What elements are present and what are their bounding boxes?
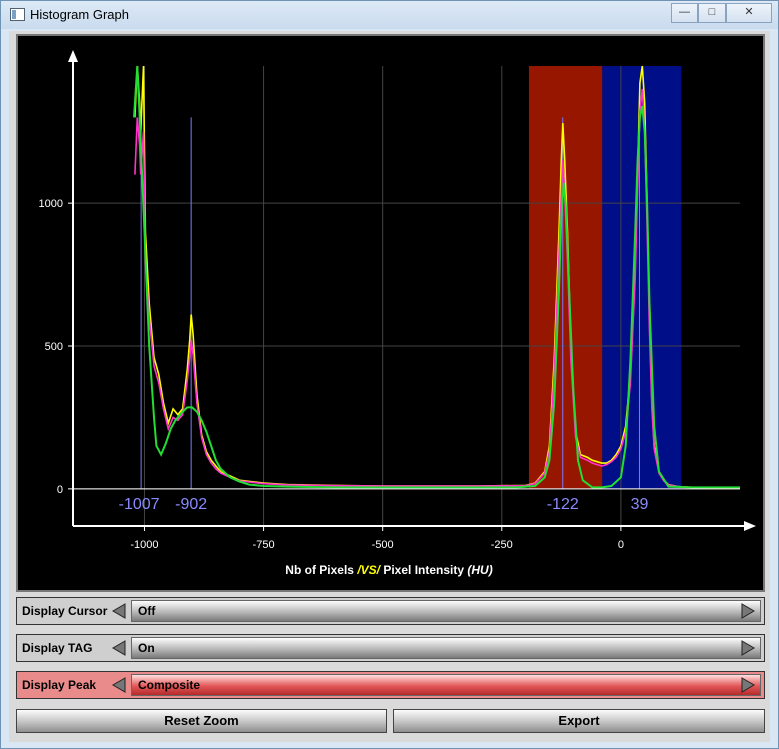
peak-label: -902 [175, 496, 207, 513]
display-peak-value: Composite [138, 678, 201, 692]
x-axis-title-part-2: /VS/ [356, 563, 381, 577]
x-axis-title-part-3: Pixel Intensity [380, 563, 467, 577]
x-tick-label: -1000 [130, 539, 158, 551]
y-tick-label: 0 [57, 484, 63, 496]
x-axis-title-part-1: Nb of Pixels [285, 563, 357, 577]
display-peak-next-icon[interactable] [739, 676, 757, 694]
app-window-icon [10, 8, 25, 21]
y-axis-arrow-icon [68, 50, 78, 62]
close-icon: ✕ [744, 6, 754, 18]
x-tick-label: -500 [372, 539, 394, 551]
red-region [528, 66, 603, 489]
y-tick-label: 1000 [39, 198, 63, 210]
reset-zoom-button[interactable]: Reset Zoom [16, 709, 387, 733]
close-button[interactable]: ✕ [726, 3, 772, 23]
display-peak-label: Display Peak [22, 678, 97, 692]
x-axis-title: Nb of Pixels /VS/ Pixel Intensity (HU) [285, 563, 492, 577]
minimize-button[interactable]: — [671, 3, 698, 23]
display-cursor-row: Display Cursor Off [16, 597, 765, 625]
display-peak-row: Display Peak Composite [16, 671, 765, 699]
export-button[interactable]: Export [393, 709, 765, 733]
display-cursor-label: Display Cursor [22, 604, 108, 618]
display-peak-field[interactable]: Composite [131, 674, 761, 696]
y-tick-label: 500 [45, 341, 63, 353]
series-line-3 [133, 65, 740, 489]
display-cursor-field[interactable]: Off [131, 600, 761, 622]
histogram-chart[interactable]: -1000 -750 -500 -250 0 0 500 1000 -1007 -902 -122 3… [18, 36, 763, 590]
x-tick-label: -250 [491, 539, 513, 551]
x-tick-label: -750 [253, 539, 275, 551]
client-area: -1000 -750 -500 -250 0 0 500 1000 -1007 -902 -122 3… [9, 31, 770, 742]
x-tick-label: 0 [618, 539, 624, 551]
display-cursor-prev-icon[interactable] [110, 602, 128, 620]
maximize-icon: □ [708, 6, 716, 18]
maximize-button[interactable]: □ [698, 3, 726, 23]
title-bar: Histogram Graph — □ ✕ [1, 1, 778, 29]
display-tag-field[interactable]: On [131, 637, 761, 659]
display-tag-prev-icon[interactable] [110, 639, 128, 657]
display-tag-next-icon[interactable] [739, 639, 757, 657]
display-tag-row: Display TAG On [16, 634, 765, 662]
display-tag-value: On [138, 641, 155, 655]
window-title: Histogram Graph [30, 7, 129, 22]
x-axis-arrow-icon [744, 521, 756, 531]
peak-label: -1007 [119, 496, 160, 513]
peak-label: 39 [631, 496, 649, 513]
display-cursor-next-icon[interactable] [739, 602, 757, 620]
histogram-chart-panel[interactable]: -1000 -750 -500 -250 0 0 500 1000 -1007 -902 -122 3… [16, 34, 765, 592]
display-tag-label: Display TAG [22, 641, 93, 655]
x-axis-title-part-4: (HU) [467, 563, 492, 577]
display-peak-prev-icon[interactable] [110, 676, 128, 694]
minimize-icon: — [679, 6, 690, 18]
peak-label: -122 [547, 496, 579, 513]
display-cursor-value: Off [138, 604, 156, 618]
blue-region [602, 66, 682, 489]
